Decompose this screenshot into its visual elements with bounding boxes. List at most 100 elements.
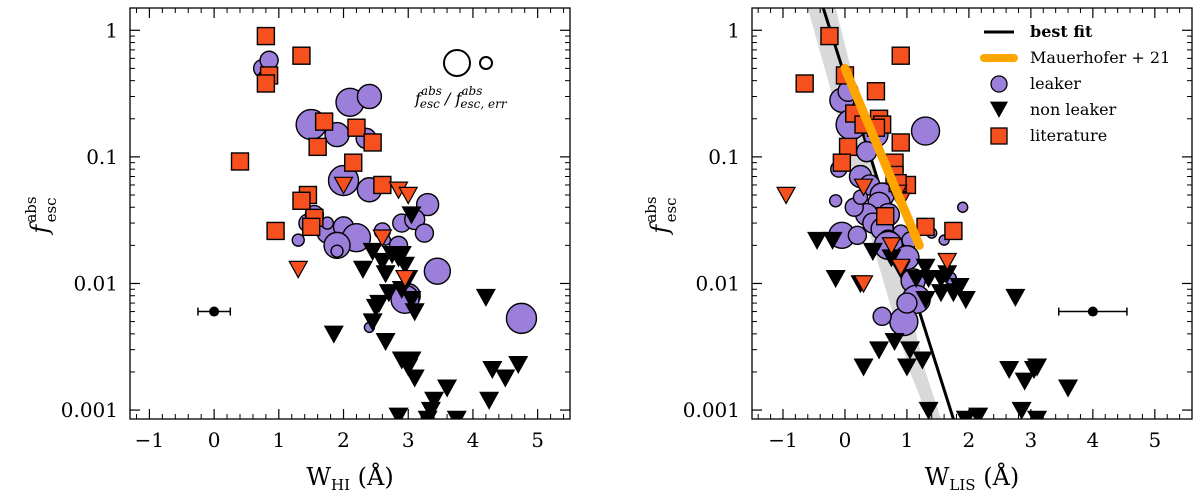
non-leaker-point bbox=[825, 269, 846, 289]
x-tick-label: 1 bbox=[272, 428, 285, 452]
non-leaker-point bbox=[869, 341, 890, 360]
literature-point bbox=[916, 217, 935, 237]
x-tick-label: 4 bbox=[1086, 428, 1099, 452]
non-leaker-point bbox=[1011, 401, 1032, 419]
mauerhofer-line bbox=[840, 63, 924, 250]
non-leaker-point bbox=[915, 291, 936, 310]
non-leaker-point bbox=[949, 278, 970, 297]
error-bar-example bbox=[197, 306, 232, 317]
leaker-point bbox=[356, 83, 383, 110]
leaker-point bbox=[423, 257, 452, 285]
literature-upper-limit-point bbox=[890, 258, 911, 277]
literature-point bbox=[314, 112, 334, 131]
legend-item: non leaker bbox=[989, 100, 1117, 119]
non-leaker-point bbox=[1005, 288, 1026, 307]
non-leaker-point bbox=[388, 407, 409, 419]
non-leaker-point bbox=[918, 401, 939, 419]
best-fit-extrapolation bbox=[821, 8, 824, 9]
non-leaker-point bbox=[375, 332, 396, 351]
literature-point bbox=[266, 221, 285, 241]
leaker-point bbox=[872, 306, 892, 327]
leaker-point bbox=[910, 116, 941, 146]
x-tick-label: 0 bbox=[839, 428, 852, 452]
non-leaker-point bbox=[391, 246, 412, 265]
literature-upper-limit-point bbox=[853, 178, 874, 197]
non-leaker-point bbox=[912, 351, 933, 370]
x-tick-label: 1 bbox=[901, 428, 914, 452]
literature-point bbox=[832, 153, 852, 172]
literature-point bbox=[820, 26, 839, 46]
leaker-point bbox=[896, 292, 918, 314]
x-tick-label: −1 bbox=[135, 428, 164, 452]
literature-upper-limit-point bbox=[937, 252, 958, 271]
non-leaker-point bbox=[1014, 372, 1035, 391]
literature-point bbox=[292, 46, 311, 65]
non-leaker-point bbox=[853, 358, 874, 377]
legend-label: leaker bbox=[1030, 74, 1081, 93]
legend-label: non leaker bbox=[1030, 100, 1117, 119]
non-leaker-point bbox=[906, 269, 927, 289]
non-leaker-point bbox=[323, 325, 344, 344]
size-legend-small-circle bbox=[479, 56, 493, 70]
non-leaker-point bbox=[822, 231, 843, 250]
literature-point bbox=[363, 133, 382, 152]
svg-text:WLIS (Å): WLIS (Å) bbox=[925, 462, 1020, 494]
legend: best fit Mauerhofer + 21 leaker non leaker l… bbox=[980, 22, 1170, 145]
y-tick-label: 0.001 bbox=[683, 398, 740, 422]
non-leaker-point bbox=[401, 351, 422, 370]
non-leaker-point bbox=[918, 269, 939, 289]
non-leaker-point bbox=[446, 410, 467, 419]
non-leaker-point bbox=[420, 401, 441, 419]
y-tick-label: 0.1 bbox=[708, 145, 740, 169]
size-legend-large-circle bbox=[443, 49, 471, 77]
left-panel: −1 0 1 2 3 4 5 0.001 0.01 0.1 1 fabs esc / fabs esc,… bbox=[22, 7, 571, 494]
legend-label: Mauerhofer + 21 bbox=[1030, 48, 1170, 67]
non-leaker-point bbox=[352, 260, 373, 279]
non-leaker-point bbox=[401, 206, 422, 225]
legend-label: literature bbox=[1030, 126, 1107, 145]
literature-point bbox=[876, 206, 895, 226]
x-tick-label: 5 bbox=[531, 428, 544, 452]
y-tick-label: 0.01 bbox=[695, 271, 740, 295]
x-axis-label: WLIS (Å) bbox=[925, 462, 1020, 494]
x-tick-label: 2 bbox=[963, 428, 976, 452]
literature-point bbox=[256, 74, 276, 93]
non-leaker-point bbox=[437, 379, 458, 398]
leaker-point bbox=[414, 223, 435, 243]
literature-upper-limit-point bbox=[372, 229, 393, 248]
non-leaker-point bbox=[900, 341, 921, 360]
x-tick-label: 3 bbox=[1025, 428, 1038, 452]
non-leaker-point bbox=[401, 291, 422, 310]
svg-text:WHI (Å): WHI (Å) bbox=[306, 462, 393, 494]
literature-upper-limit-point bbox=[881, 237, 902, 256]
non-leaker-point bbox=[1027, 410, 1048, 419]
legend-item: Mauerhofer + 21 bbox=[980, 48, 1170, 67]
literature-point bbox=[891, 133, 910, 152]
non-leaker-point bbox=[375, 265, 396, 284]
x-tick-label: 5 bbox=[1148, 428, 1161, 452]
literature-upper-limit-point bbox=[398, 186, 419, 205]
non-leaker-point bbox=[955, 291, 976, 310]
non-leaker-point bbox=[1058, 379, 1079, 398]
non-leaker-point bbox=[475, 288, 496, 307]
non-leaker-point bbox=[362, 242, 383, 261]
x-tick-label: −1 bbox=[768, 428, 797, 452]
plot-frame bbox=[129, 7, 571, 420]
y-axis-label: fabs esc bbox=[22, 196, 60, 235]
literature-upper-limit-point bbox=[333, 176, 354, 195]
leaker-point bbox=[957, 201, 969, 213]
literature-upper-limit-point bbox=[288, 260, 309, 279]
y-tick-label: 0.1 bbox=[86, 145, 118, 169]
literature-point bbox=[301, 217, 321, 237]
literature-point bbox=[344, 153, 363, 172]
non-leaker-point bbox=[424, 391, 445, 410]
legend-item: leaker bbox=[990, 74, 1081, 93]
plot-frame bbox=[751, 7, 1193, 420]
literature-point bbox=[373, 175, 392, 195]
literature-point bbox=[308, 137, 327, 157]
size-legend: fabs esc / fabs esc, err bbox=[414, 49, 508, 111]
literature-point bbox=[795, 74, 814, 93]
leaker-point bbox=[330, 244, 344, 258]
